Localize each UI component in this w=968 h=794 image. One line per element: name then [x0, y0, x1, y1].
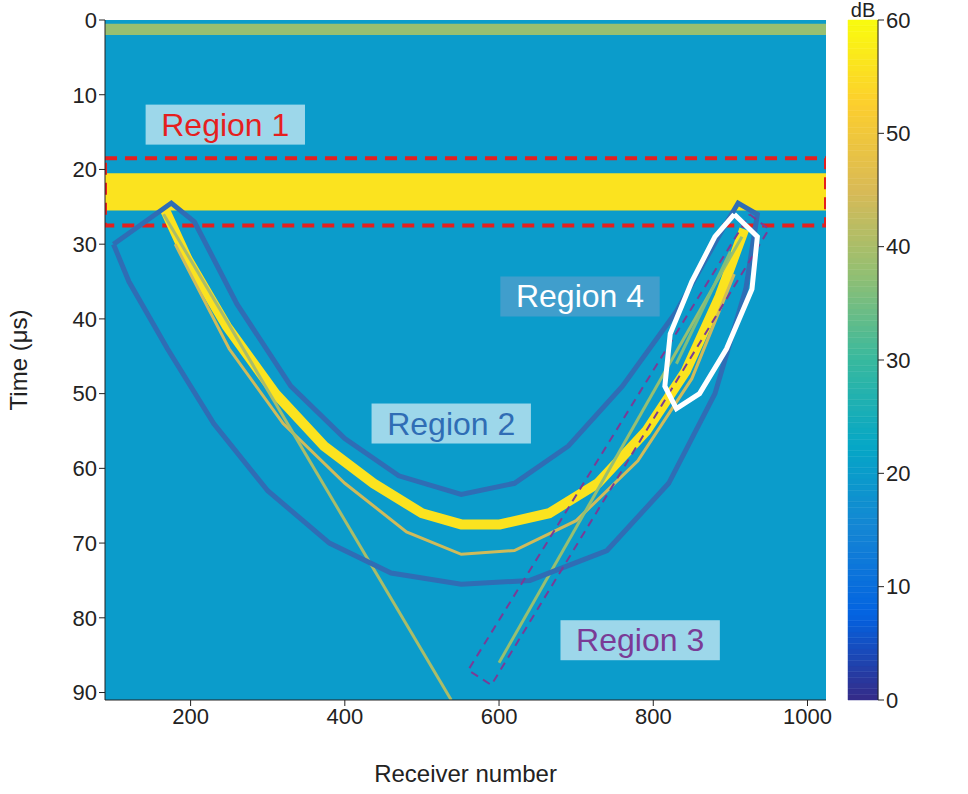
svg-text:50: 50	[886, 121, 910, 146]
svg-text:60: 60	[73, 456, 97, 481]
svg-text:10: 10	[886, 574, 910, 599]
svg-text:40: 40	[886, 234, 910, 259]
svg-text:10: 10	[73, 83, 97, 108]
svg-text:1000: 1000	[783, 704, 832, 729]
svg-text:30: 30	[73, 232, 97, 257]
html-text:dB: dB	[850, 0, 876, 21]
svg-text:50: 50	[73, 381, 97, 406]
svg-text:0: 0	[886, 688, 898, 713]
svg-text:20: 20	[73, 157, 97, 182]
svg-text:90: 90	[73, 680, 97, 705]
svg-text:Region 4: Region 4	[516, 278, 644, 314]
svg-text:Time (μs): Time (μs)	[5, 310, 32, 411]
svg-text:600: 600	[481, 704, 518, 729]
svg-text:60: 60	[886, 8, 910, 33]
svg-text:Region 1: Region 1	[161, 107, 289, 143]
svg-text:800: 800	[635, 704, 672, 729]
svg-text:200: 200	[172, 704, 209, 729]
svg-text:400: 400	[326, 704, 363, 729]
svg-text:20: 20	[886, 461, 910, 486]
svg-text:Region 2: Region 2	[387, 406, 515, 442]
svg-text:80: 80	[73, 606, 97, 631]
svg-text:Receiver number: Receiver number	[374, 760, 557, 787]
svg-text:30: 30	[886, 348, 910, 373]
svg-text:Region 3: Region 3	[576, 622, 704, 658]
svg-text:0: 0	[85, 8, 97, 33]
svg-text:70: 70	[73, 531, 97, 556]
svg-text:40: 40	[73, 307, 97, 332]
